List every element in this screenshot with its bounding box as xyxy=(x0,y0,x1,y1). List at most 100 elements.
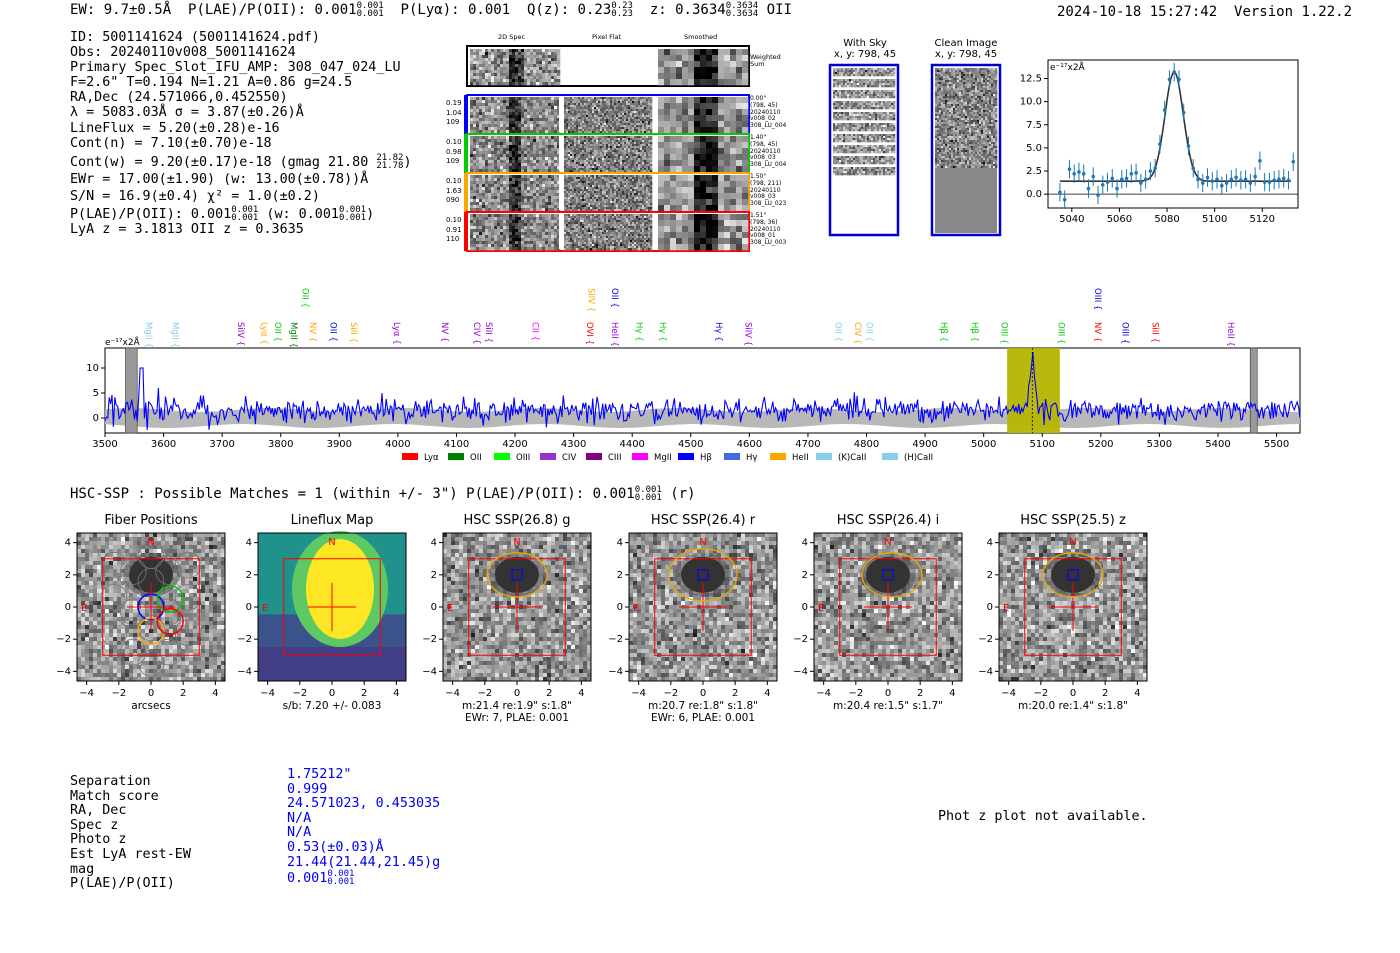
weighted-2dspec-pixel xyxy=(512,64,516,68)
stamp-pixelflat-pixel xyxy=(592,109,595,112)
stamp-2dspec-pixel xyxy=(500,226,504,230)
weighted-2dspec-pixel xyxy=(509,49,513,53)
stamp-2dspec-pixel xyxy=(515,178,519,182)
stamp-pixelflat-pixel xyxy=(596,170,599,173)
weighted-2dspec-pixel xyxy=(533,61,537,65)
stamp-pixelflat-pixel xyxy=(568,189,571,192)
stamp-pixelflat-pixel xyxy=(634,205,637,208)
weighted-smoothed-pixel xyxy=(682,49,689,56)
stamp-pixelflat-pixel xyxy=(646,105,649,108)
stamp-2dspec-pixel xyxy=(530,235,534,239)
stamp-pixelflat-pixel xyxy=(588,150,591,153)
stamp-pixelflat-pixel xyxy=(570,121,573,124)
stamp-pixelflat-pixel xyxy=(598,203,601,206)
stamp-pixelflat-pixel xyxy=(600,158,603,161)
stamp-2dspec-pixel xyxy=(536,154,540,158)
stamp-pixelflat-pixel xyxy=(600,175,603,178)
stamp-2dspec-pixel xyxy=(524,127,528,131)
weighted-2dspec-pixel xyxy=(539,76,543,80)
stamp-2dspec-pixel xyxy=(530,136,534,140)
stamp-pixelflat-pixel xyxy=(616,205,619,208)
stamp-pixelflat-pixel xyxy=(566,140,569,143)
stamp-pixelflat-pixel xyxy=(628,168,631,171)
header-timestamp: 2024-10-18 15:27:42 xyxy=(1057,4,1218,20)
stamp-2dspec-pixel xyxy=(530,109,534,113)
weighted-2dspec-pixel xyxy=(521,73,525,77)
weighted-2dspec-pixel xyxy=(530,55,534,59)
stamp-pixelflat-pixel xyxy=(576,136,579,139)
stamp-pixelflat-pixel xyxy=(614,209,617,212)
stamp-pixelflat-pixel xyxy=(630,115,633,118)
stamp-2dspec-pixel xyxy=(548,97,552,101)
stamp-pixelflat-pixel xyxy=(614,181,617,184)
stamp-2dspec-pixel xyxy=(491,214,495,218)
weighted-2dspec-pixel xyxy=(551,70,555,74)
stamp-2dspec-pixel xyxy=(476,241,480,245)
weighted-2dspec-pixel xyxy=(479,82,483,86)
weighted-2dspec-pixel xyxy=(542,58,546,62)
stamp-pixelflat-pixel xyxy=(626,175,629,178)
stamp-pixelflat-pixel xyxy=(642,111,645,114)
stamp-pixelflat-pixel xyxy=(596,181,599,184)
stamp-pixelflat-pixel xyxy=(576,125,579,128)
stamp-pixelflat-pixel xyxy=(604,168,607,171)
stamp-pixelflat-pixel xyxy=(610,156,613,159)
stamp-pixelflat-pixel xyxy=(644,156,647,159)
stamp-pixelflat-pixel xyxy=(602,150,605,153)
stamp-smoothed-pixel xyxy=(718,187,725,194)
stamp-pixelflat-pixel xyxy=(628,138,631,141)
stamp-2dspec-pixel xyxy=(545,223,549,227)
weighted-2dspec-pixel xyxy=(542,67,546,71)
stamp-pixelflat-pixel xyxy=(626,170,629,173)
stamp-pixelflat-pixel xyxy=(604,105,607,108)
stamp-2dspec-pixel xyxy=(476,106,480,110)
stamp-smoothed-pixel xyxy=(658,175,665,182)
stamp-2dspec-pixel xyxy=(473,202,477,206)
stamp-2dspec-pixel xyxy=(557,115,561,119)
weighted-2dspec-pixel xyxy=(485,52,489,56)
stamp-pixelflat-pixel xyxy=(592,152,595,155)
stamp-pixelflat-pixel xyxy=(574,152,577,155)
stamp-2dspec-pixel xyxy=(515,193,519,197)
stamp-2dspec-pixel xyxy=(527,103,531,107)
stamp-pixelflat-pixel xyxy=(586,191,589,194)
stamp-pixelflat-pixel xyxy=(610,117,613,120)
stamp-2dspec-pixel xyxy=(488,127,492,131)
stamp-2dspec-pixel xyxy=(518,214,522,218)
stamp-2dspec-pixel xyxy=(491,190,495,194)
stamp-2dspec-pixel xyxy=(530,121,534,125)
stamp-2dspec-pixel xyxy=(482,118,486,122)
stamp-smoothed-pixel xyxy=(742,160,749,167)
stamp-pixelflat-pixel xyxy=(564,152,567,155)
stamp-pixelflat-pixel xyxy=(636,154,639,157)
stamp-pixelflat-pixel xyxy=(596,146,599,149)
stamp-2dspec-pixel xyxy=(527,151,531,155)
stamp-pixelflat-pixel xyxy=(582,107,585,110)
stamp-pixelflat-pixel xyxy=(614,205,617,208)
stamp-2dspec-pixel xyxy=(524,223,528,227)
stamp-2dspec-pixel xyxy=(554,97,558,101)
stamp-2dspec-pixel xyxy=(530,163,534,167)
stamp-2dspec-pixel xyxy=(500,205,504,209)
stamp-pixelflat-pixel xyxy=(608,168,611,171)
stamp-pixelflat-pixel xyxy=(636,166,639,169)
weighted-smoothed-pixel xyxy=(700,49,707,56)
stamp-pixelflat-pixel xyxy=(604,177,607,180)
stamp-smoothed-pixel xyxy=(700,97,707,104)
stamp-pixelflat-pixel xyxy=(576,97,579,100)
stamp-pixelflat-pixel xyxy=(640,111,643,114)
weighted-2dspec-pixel xyxy=(473,76,477,80)
stamp-pixelflat-pixel xyxy=(608,131,611,134)
stamp-pixelflat-pixel xyxy=(600,162,603,165)
stamp-pixelflat-pixel xyxy=(564,170,567,173)
stamp-pixelflat-pixel xyxy=(610,123,613,126)
stamp-2dspec-pixel xyxy=(485,118,489,122)
stamp-pixelflat-pixel xyxy=(622,189,625,192)
stamp-pixelflat-pixel xyxy=(616,209,619,212)
stamp-pixelflat-pixel xyxy=(592,197,595,200)
stamp-pixelflat-pixel xyxy=(586,175,589,178)
stamp-pixelflat-pixel xyxy=(568,160,571,163)
stamp-smoothed-pixel xyxy=(700,142,707,149)
stamp-pixelflat-pixel xyxy=(586,107,589,110)
stamp-pixelflat-pixel xyxy=(564,115,567,118)
